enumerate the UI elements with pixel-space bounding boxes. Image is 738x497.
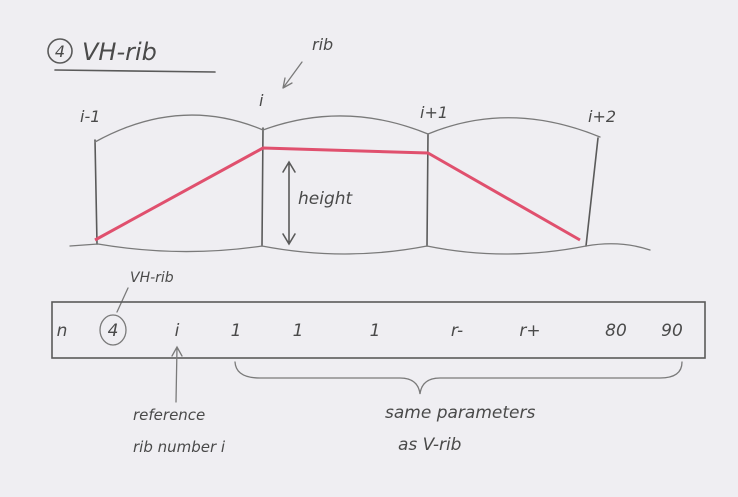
parameter-row	[51, 301, 706, 359]
annotation-line	[116, 287, 129, 313]
vh-rib-line	[94, 146, 581, 242]
cell: n	[57, 321, 68, 341]
row-annotation: VH-rib	[130, 270, 174, 286]
cell: 1	[293, 321, 304, 341]
cell: 1	[370, 321, 381, 341]
title-underline	[54, 69, 216, 73]
rib-label: i-1	[80, 107, 100, 126]
note: rib number i	[133, 438, 226, 456]
cell: 90	[661, 321, 683, 341]
cells: n 4 i 1 1 1 r-r+ 80 90	[57, 321, 683, 341]
height-label: height	[298, 189, 354, 209]
cell: r+	[519, 321, 540, 341]
cell: 1	[231, 321, 242, 341]
cell: 4	[108, 321, 119, 341]
note: reference	[133, 406, 205, 424]
cell: i	[175, 321, 180, 341]
note: as V-rib	[398, 435, 461, 455]
title-circle	[47, 38, 73, 64]
brace	[234, 361, 683, 395]
height-arrow	[282, 160, 296, 246]
rib-label: i	[259, 91, 264, 110]
cell: r-	[451, 321, 463, 341]
title: VH-rib	[82, 38, 157, 66]
cell-circle	[99, 314, 127, 346]
rib-label: i+2	[588, 107, 616, 126]
rib-arrow	[282, 61, 303, 89]
note: same parameters	[385, 403, 535, 423]
wing-profile	[69, 114, 651, 255]
reference-arrow	[171, 345, 183, 403]
rib-annotation: rib	[312, 35, 333, 54]
cell: 80	[605, 321, 627, 341]
rib-label: i+1	[420, 103, 448, 122]
title-number: 4	[55, 42, 65, 61]
